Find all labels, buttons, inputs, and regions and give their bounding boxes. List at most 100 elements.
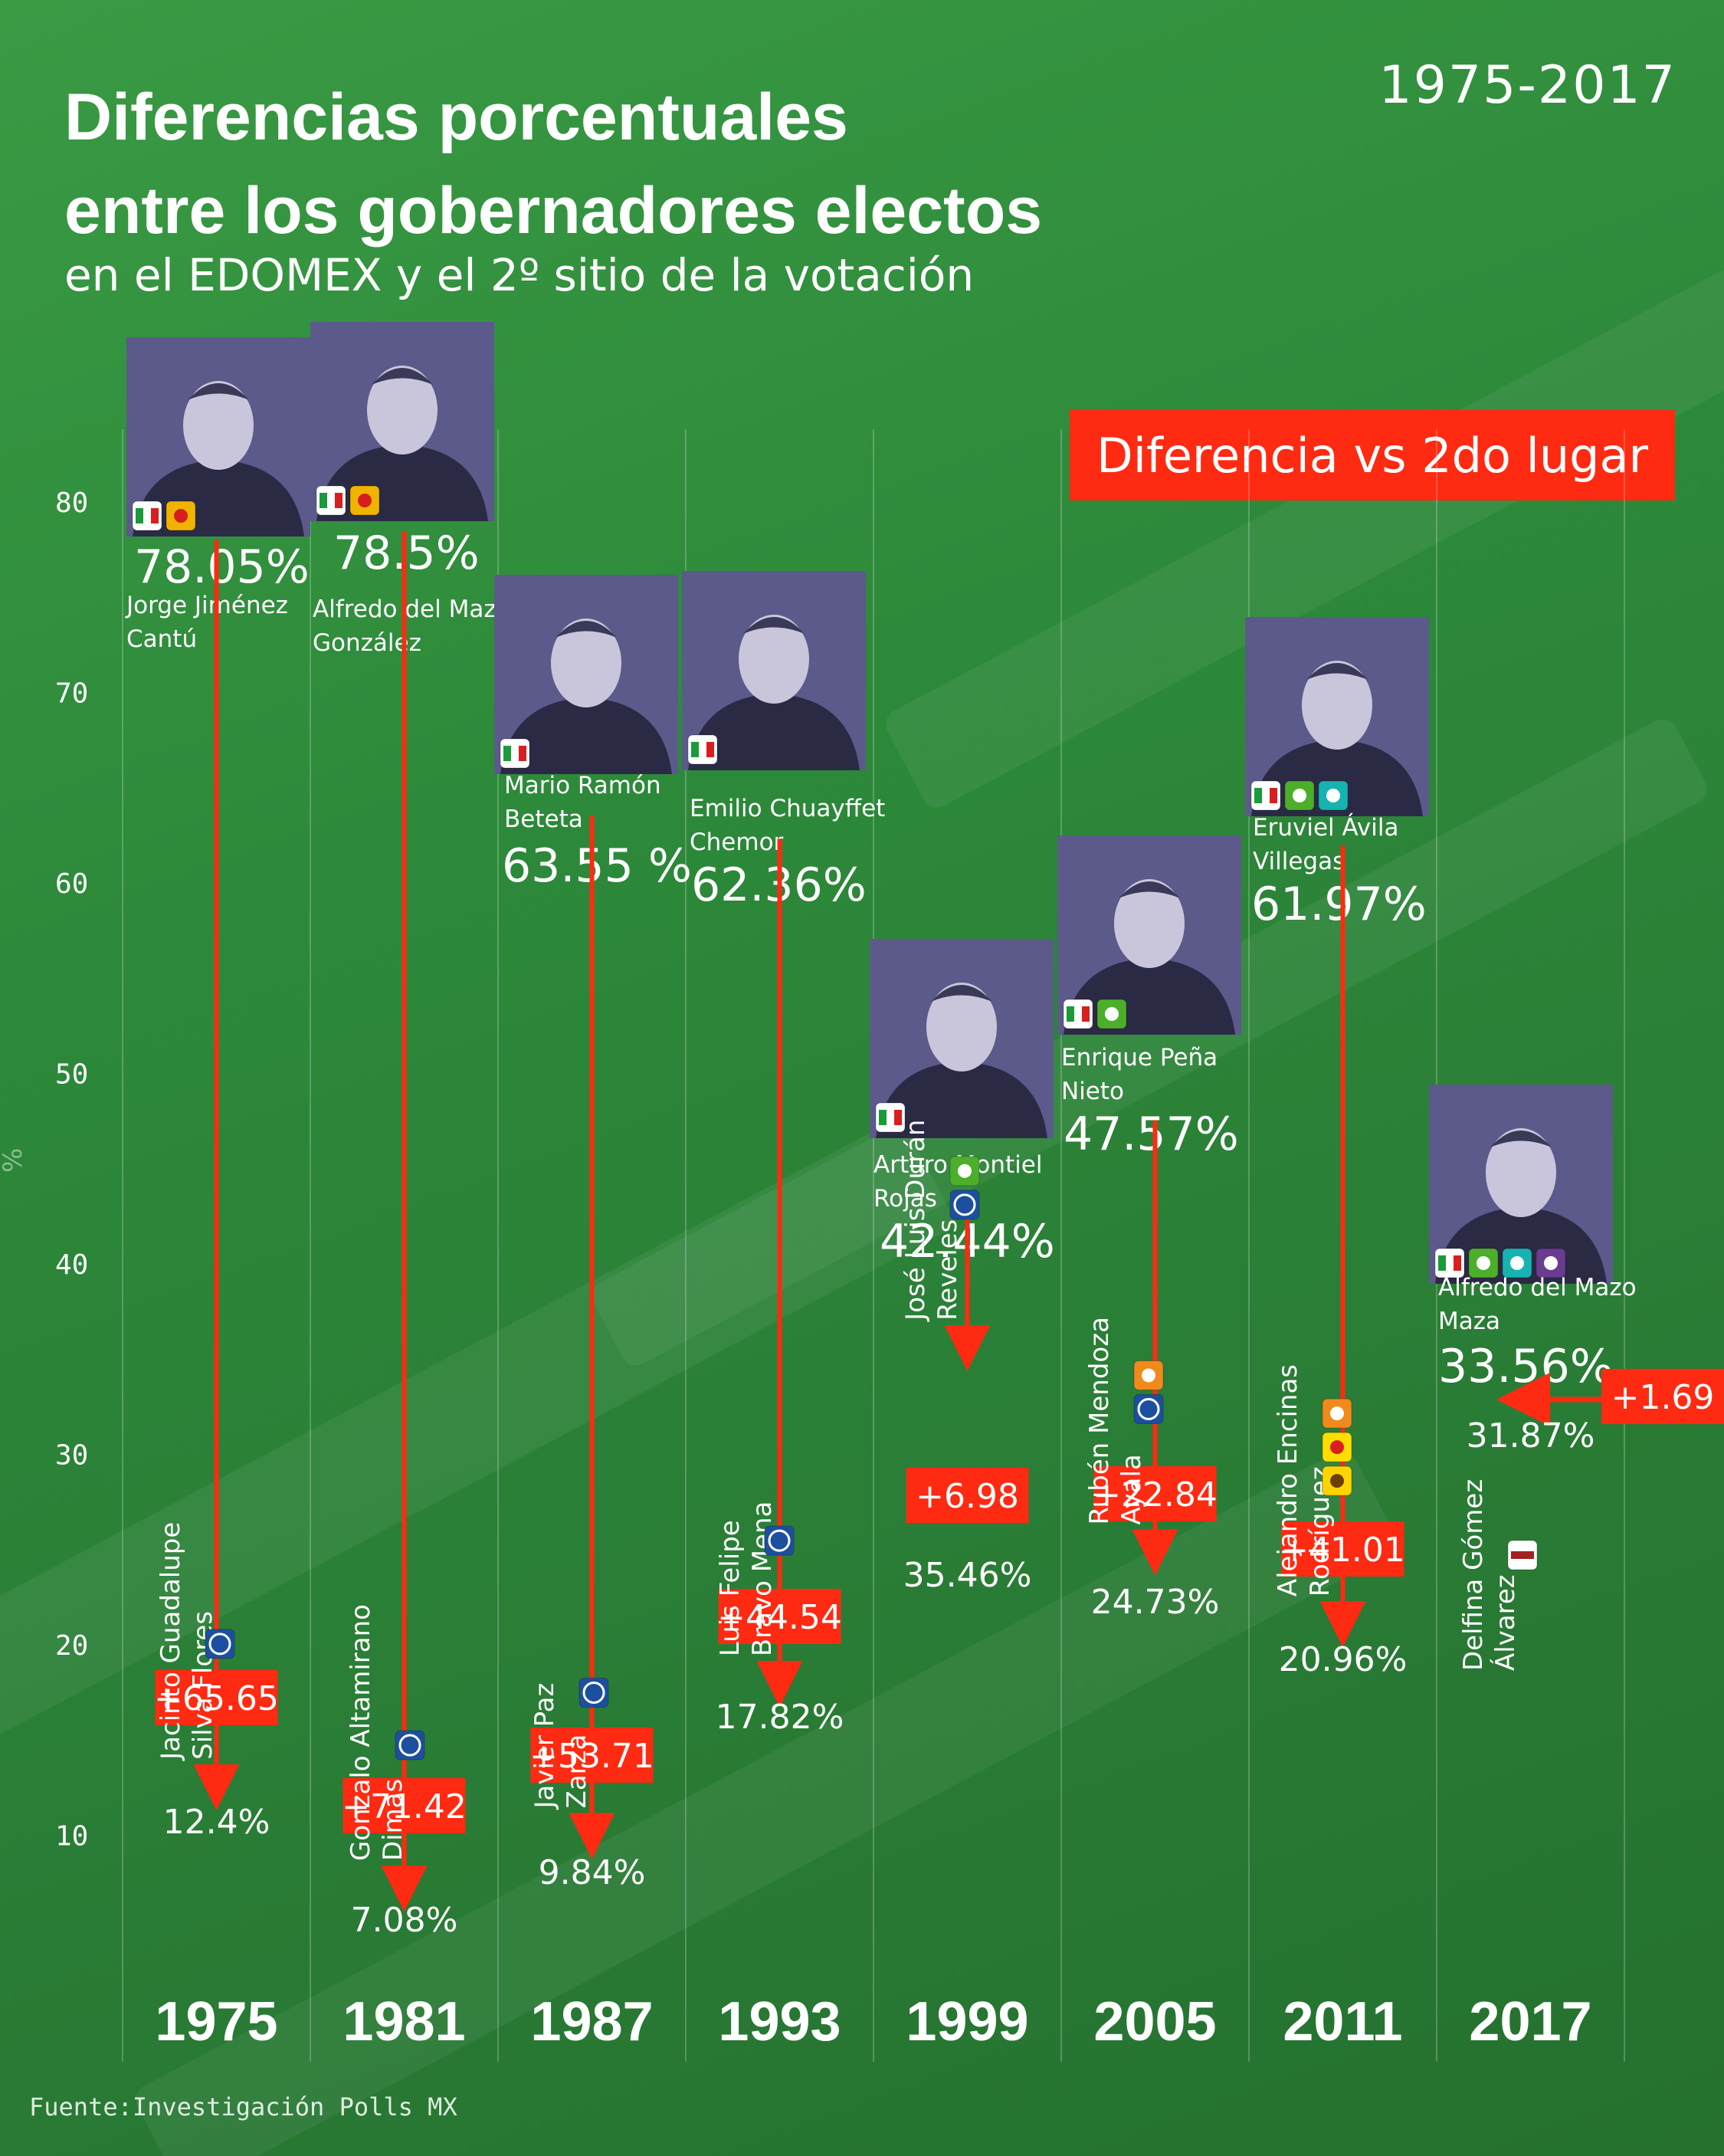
difference-box xyxy=(1601,1369,1724,1424)
difference-box xyxy=(155,1670,278,1725)
party-logo-pan xyxy=(395,1730,425,1761)
party-logo-mark xyxy=(174,509,188,523)
party-logo-mark xyxy=(1510,1256,1524,1270)
winner-name: Alfredo del Mazo xyxy=(1438,1274,1637,1301)
photo-face xyxy=(926,983,997,1071)
photo-hair xyxy=(1306,663,1368,680)
y-tick-label: 10 xyxy=(55,1821,88,1852)
party-logo-mark xyxy=(1544,1256,1558,1270)
runner-up-name-line: Dimas xyxy=(378,1779,408,1861)
difference-box xyxy=(530,1728,654,1783)
runner-up-percent: 17.82% xyxy=(716,1698,844,1737)
y-tick-label: 30 xyxy=(55,1440,88,1472)
winner-name: Beteta xyxy=(504,806,583,833)
winner-name: Rojas xyxy=(873,1185,937,1213)
election-1987: Mario Ramón Beteta 63.55 % +53.71 9.84% Javie… xyxy=(494,575,692,2053)
party-logo-pes xyxy=(1536,1248,1566,1278)
winner-percent: 61.97% xyxy=(1251,878,1427,931)
runner-up-percent: 20.96% xyxy=(1279,1640,1408,1679)
year-label: 2017 xyxy=(1469,1991,1591,2053)
party-logo-pri xyxy=(1250,780,1281,811)
y-axis-label: % xyxy=(0,1148,28,1173)
runner-up-name-line: Ayala xyxy=(1116,1454,1147,1524)
y-tick-label: 70 xyxy=(55,678,88,710)
runner-up-name: Javier Paz Zarza xyxy=(529,1683,592,1810)
party-logo-pan xyxy=(949,1190,980,1220)
source-note: Fuente:Investigación Polls MX xyxy=(29,2092,457,2122)
winner-percent: 47.57% xyxy=(1064,1108,1239,1161)
winner-percent: 63.55 % xyxy=(502,839,692,893)
pan-ring xyxy=(953,1193,976,1216)
party-logo-mark xyxy=(1142,1368,1155,1383)
runner-up-name-line: Zarza xyxy=(562,1734,592,1809)
year-label: 1981 xyxy=(343,1991,465,2053)
y-tick-label: 40 xyxy=(55,1249,88,1281)
photo-hair xyxy=(1119,881,1180,898)
photo-hair xyxy=(743,617,805,634)
party-logo-pri xyxy=(1434,1248,1465,1278)
pri-stripe-green xyxy=(136,508,143,523)
year-label: 2005 xyxy=(1093,1991,1216,2053)
winner-name: Mario Ramón xyxy=(504,772,661,799)
pri-stripe-green xyxy=(503,746,511,761)
difference-value: +41.01 xyxy=(1280,1531,1405,1570)
page-title: Diferencias porcentuales entre los gober… xyxy=(64,71,1042,258)
difference-value: +71.42 xyxy=(342,1787,467,1826)
difference-value: +6.98 xyxy=(916,1477,1019,1516)
difference-box xyxy=(1281,1521,1404,1577)
winner-name: Alfredo del Mazo xyxy=(313,596,511,623)
pri-stripe-red xyxy=(706,742,714,757)
party-logo-mark xyxy=(1105,1007,1119,1021)
runner-up-name: Alejandro Encinas Rodríguez xyxy=(1273,1364,1336,1596)
photo-hair xyxy=(1490,1131,1552,1147)
difference-value: +65.65 xyxy=(154,1679,279,1718)
y-tick-label: 60 xyxy=(55,868,88,900)
party-logo-prd xyxy=(1322,1465,1352,1496)
year-range: 1975-2017 xyxy=(1378,55,1676,116)
photo-hair xyxy=(931,985,992,1002)
runner-up-name-line: Jacinto Guadalupe xyxy=(156,1522,186,1761)
photo-hair xyxy=(188,383,249,400)
winner-name: Jorge Jiménez xyxy=(125,592,288,619)
year-label: 2011 xyxy=(1283,1991,1402,2053)
runner-up-name-line: Bravo Mena xyxy=(747,1501,778,1657)
year-label: 1993 xyxy=(718,1991,841,2053)
runner-up-percent: 7.08% xyxy=(351,1901,458,1940)
runner-up-percent: 12.4% xyxy=(163,1803,270,1842)
photo-face xyxy=(183,381,254,470)
winner-name: Nieto xyxy=(1061,1078,1124,1105)
party-logo-pps xyxy=(166,500,196,531)
party-logo-verde xyxy=(1096,999,1127,1029)
party-logo-conv xyxy=(1322,1398,1352,1429)
morena-band xyxy=(1511,1551,1534,1559)
difference-value: +1.69 xyxy=(1611,1378,1715,1417)
election-2011: Eruviel Ávila Villegas 61.97% +41.01 20.96% A… xyxy=(1245,617,1429,2053)
title-line-2: entre los gobernadores electos xyxy=(64,174,1043,248)
party-logo-mark xyxy=(958,1163,972,1178)
winner-name: Chemor xyxy=(690,829,784,856)
runner-up-name-line: José Luis Durán xyxy=(900,1120,931,1322)
winner-name: Villegas xyxy=(1253,848,1345,875)
winner-name: Maza xyxy=(1438,1308,1500,1335)
pri-stripe-green xyxy=(1438,1255,1446,1271)
party-logo-morena xyxy=(1507,1540,1538,1570)
photo-hair xyxy=(556,621,617,638)
year-label: 1975 xyxy=(155,1991,277,2053)
legend-difference: Diferencia vs 2do lugar xyxy=(1070,410,1675,500)
winner-name: Cantú xyxy=(126,625,197,653)
title-line-1: Diferencias porcentuales xyxy=(64,80,848,154)
election-2017: Alfredo del Mazo Maza 33.56%+1.69 31.87% Del… xyxy=(1429,1085,1724,2053)
y-tick-label: 80 xyxy=(55,487,88,519)
photo-face xyxy=(551,619,621,707)
runner-up-percent: 35.46% xyxy=(903,1556,1032,1595)
party-logo-mark xyxy=(358,494,372,507)
pri-stripe-green xyxy=(691,742,699,757)
photo-suit xyxy=(876,1062,1047,1138)
runner-up-name-line: Luis Felipe xyxy=(715,1520,746,1656)
difference-box xyxy=(718,1589,841,1644)
pri-stripe-red xyxy=(894,1110,902,1125)
photo-hair xyxy=(372,368,433,385)
party-logo-pan xyxy=(764,1525,795,1556)
party-logo-verde xyxy=(949,1156,980,1186)
